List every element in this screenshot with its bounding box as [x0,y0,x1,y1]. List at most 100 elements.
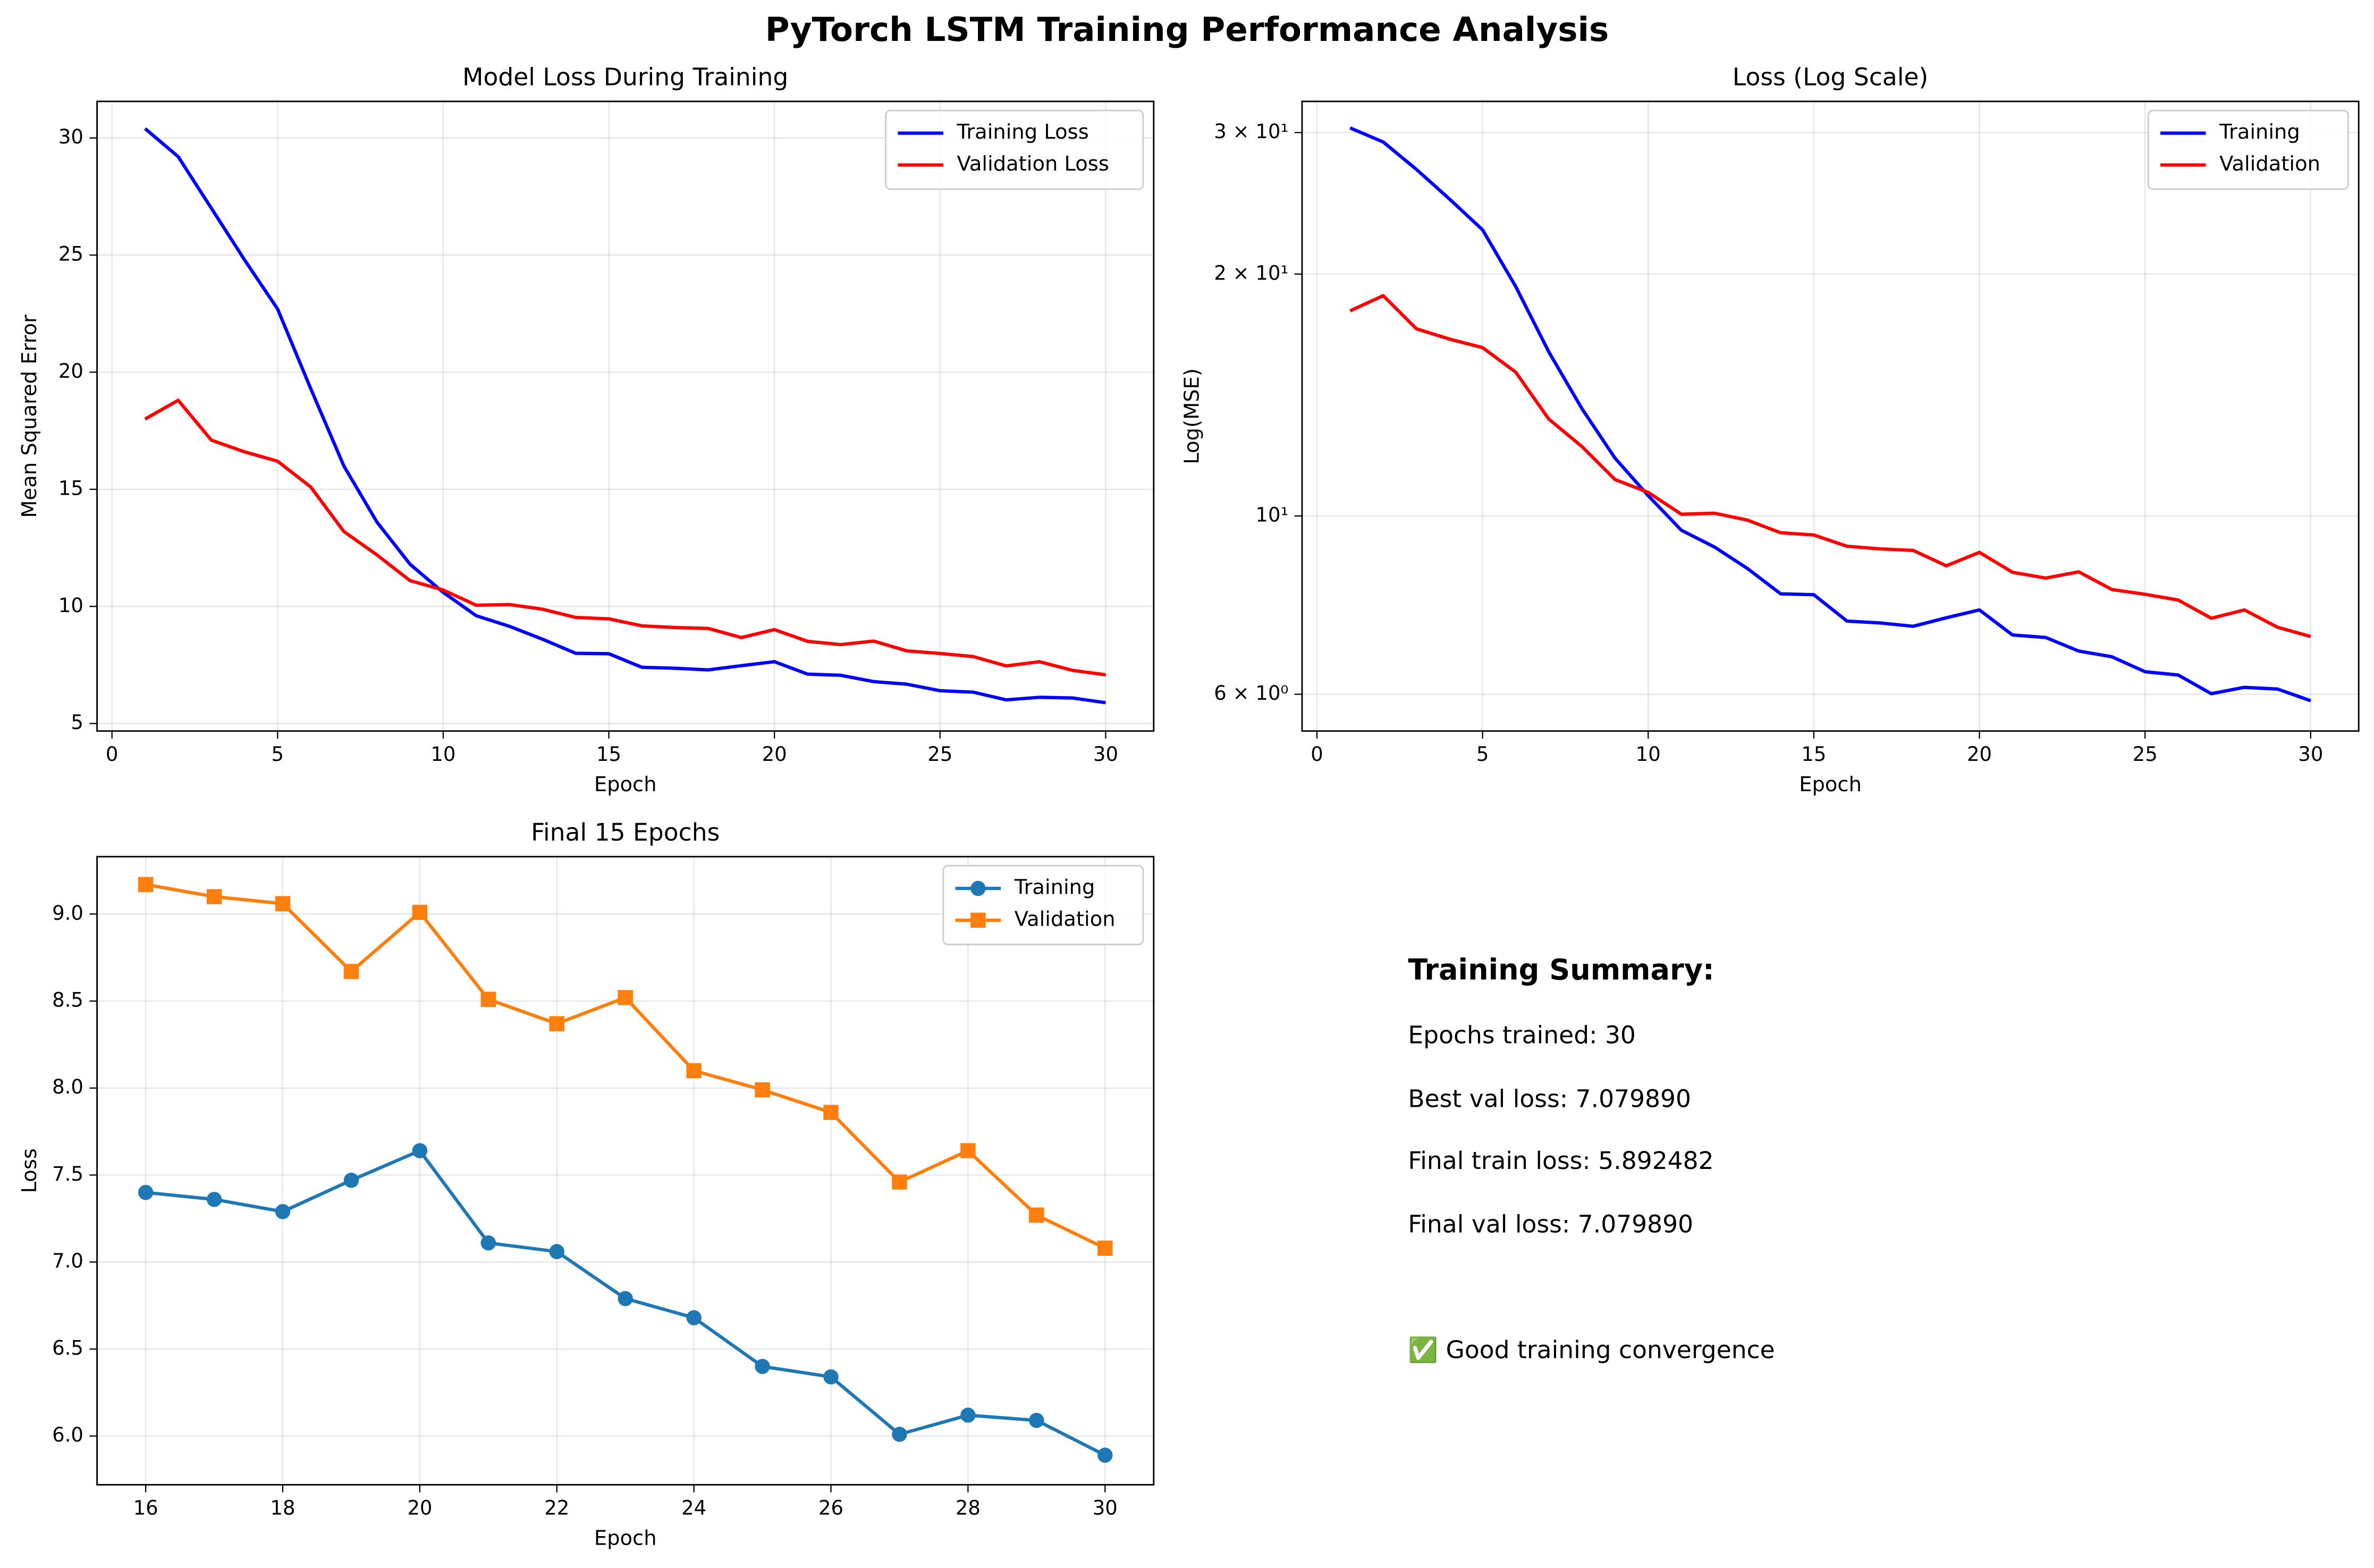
marker [755,1359,770,1374]
x-tick-label: 20 [1967,743,1992,766]
marker [823,1369,839,1385]
marker [686,1063,702,1079]
legend-marker [970,880,986,896]
y-tick-label: 7.0 [52,1250,83,1273]
x-tick-label: 20 [762,743,787,766]
x-tick-label: 22 [544,1496,569,1519]
x-tick-label: 24 [681,1496,706,1519]
y-tick-label: 6 × 10⁰ [1214,682,1288,705]
marker [823,1105,839,1120]
y-tick-label: 7.5 [52,1163,83,1185]
x-axis-label: Epoch [594,1526,657,1550]
x-tick-label: 10 [1636,743,1661,766]
x-tick-label: 15 [596,743,621,766]
marker [1097,1240,1113,1256]
series-line [1349,126,2311,702]
y-tick-label: 9.0 [52,902,83,925]
legend-label: Validation [2219,152,2320,176]
x-tick-label: 30 [2298,743,2323,766]
y-tick-label: 3 × 10¹ [1214,120,1288,143]
summary-line: Epochs trained: 30 [1408,1021,1636,1049]
x-tick-label: 30 [1093,1496,1118,1519]
marker [275,896,291,911]
marker [138,877,154,892]
marker [412,1143,428,1158]
x-tick-label: 30 [1093,743,1118,766]
marker [686,1310,702,1326]
legend-label: Training Loss [957,120,1089,144]
subplot: Loss (Log Scale) Epoch Log(MSE) 0 5 10 15 20 25 3… [1180,63,2360,796]
series-line [144,399,1106,677]
y-axis-label: Log(MSE) [1180,368,1204,464]
marker [480,1235,496,1251]
marker [1029,1207,1044,1223]
legend-marker [970,912,986,928]
y-tick-label: 30 [58,125,83,148]
y-tick-label: 6.5 [52,1336,83,1359]
x-tick-label: 0 [1311,743,1323,766]
marker [618,990,633,1005]
summary-status: ✅ Good training convergence [1408,1336,1775,1364]
subplot-title: Loss (Log Scale) [1733,63,1928,91]
x-tick-label: 25 [927,743,952,766]
summary-line: Final val loss: 7.079890 [1408,1210,1693,1239]
legend-box [942,864,1144,945]
summary-line: Final train loss: 5.892482 [1408,1147,1713,1175]
x-tick-label: 25 [2133,743,2158,766]
legend-label: Training [2219,120,2300,144]
axes-frame [1301,100,2360,732]
marker [618,1291,633,1307]
axes-frame [96,100,1155,732]
summary-line: Best val loss: 7.079890 [1408,1084,1691,1113]
marker [412,904,428,920]
legend-label: Validation [1015,907,1116,931]
x-tick-label: 16 [133,1496,158,1519]
series-line [1349,294,2311,638]
legend-box [2147,109,2349,190]
subplot-title: Model Loss During Training [462,63,788,91]
subplot: Final 15 Epochs Epoch Loss 16 18 20 22 24 26 28 30… [18,818,1155,1550]
x-tick-label: 15 [1801,743,1826,766]
marker [549,1244,565,1259]
marker [960,1408,976,1423]
y-tick-label: 20 [58,360,83,383]
marker [138,1184,154,1200]
x-tick-label: 18 [270,1496,295,1519]
axes-frame [96,855,1155,1486]
summary-heading: Training Summary: [1408,953,1714,986]
marker [206,1192,222,1207]
x-tick-label: 26 [818,1496,843,1519]
y-tick-label: 6.0 [52,1423,83,1446]
y-tick-label: 2 × 10¹ [1214,261,1288,284]
marker [480,991,496,1007]
marker [206,889,222,904]
series-line [143,127,1106,705]
y-tick-label: 15 [58,477,83,499]
legend-label: Training [1014,876,1095,900]
x-axis-label: Epoch [1799,773,1862,796]
y-tick-label: 10¹ [1255,504,1288,527]
marker [1029,1412,1044,1428]
marker [343,964,359,979]
y-axis-label: Loss [18,1148,41,1193]
marker [755,1082,770,1098]
legend-label: Validation Loss [957,152,1109,176]
subplot: Model Loss During Training Epoch Mean Squa… [18,63,1155,796]
y-axis-label: Mean Squared Error [18,315,41,518]
legend-box [885,109,1144,190]
figure-title: PyTorch LSTM Training Performance Analys… [765,10,1609,49]
marker [960,1143,976,1158]
x-tick-label: 5 [1476,743,1489,766]
y-tick-label: 10 [58,594,83,617]
y-tick-label: 8.0 [52,1075,83,1098]
x-tick-label: 10 [430,743,455,766]
x-tick-label: 28 [956,1496,981,1519]
subplot-title: Final 15 Epochs [531,818,720,846]
y-tick-label: 8.5 [52,989,83,1012]
marker [549,1016,565,1031]
x-tick-label: 0 [106,743,119,766]
marker [275,1203,291,1219]
marker [892,1427,907,1442]
x-axis-label: Epoch [594,773,657,796]
